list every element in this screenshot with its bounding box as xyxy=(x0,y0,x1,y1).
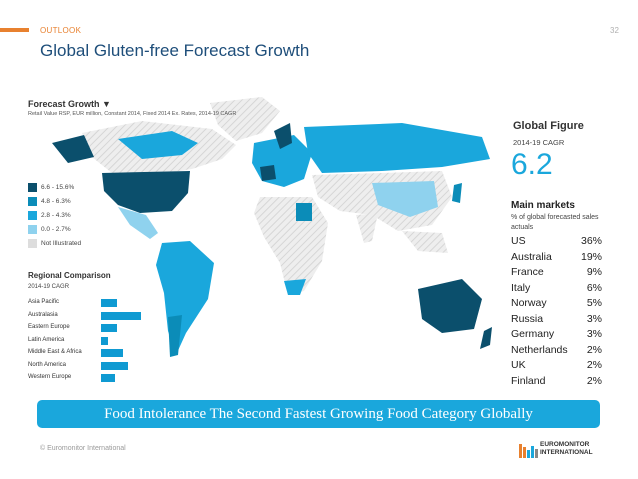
regional-label: Australasia xyxy=(28,311,58,318)
regional-bar xyxy=(101,299,118,307)
market-row: UK 2% xyxy=(511,359,602,371)
usa-shape xyxy=(102,171,190,213)
market-country: Finland xyxy=(511,374,546,387)
market-country: Norway xyxy=(511,297,547,309)
forecast-title[interactable]: Forecast Growth ▼ xyxy=(28,99,111,109)
argentina-shape xyxy=(168,315,182,357)
page-title: Global Gluten-free Forecast Growth xyxy=(40,41,310,60)
market-share: 3% xyxy=(586,328,602,340)
legend-item: 0.0 - 2.7% xyxy=(28,225,71,234)
legend-swatch xyxy=(28,225,37,234)
alaska-shape xyxy=(52,135,94,163)
market-share: 19% xyxy=(580,250,602,263)
section-label: OUTLOOK xyxy=(40,26,82,35)
market-share: 2% xyxy=(586,374,602,387)
footer-copyright: © Euromonitor International xyxy=(40,445,126,452)
main-markets-title: Main markets xyxy=(511,200,575,211)
global-figure-value: 6.2 xyxy=(511,148,553,181)
australia-shape xyxy=(418,279,482,333)
market-row: Germany 3% xyxy=(511,328,602,340)
market-country: Italy xyxy=(511,281,531,294)
legend-item: Not Illustrated xyxy=(28,239,81,248)
norway-shape xyxy=(274,123,292,149)
regional-label: North America xyxy=(28,361,67,368)
regional-title: Regional Comparison xyxy=(28,271,111,280)
market-share: 5% xyxy=(586,297,602,309)
china-shape xyxy=(372,181,438,217)
global-figure-subtitle: 2014-19 CAGR xyxy=(513,138,565,147)
market-row: Australia 19% xyxy=(511,251,602,263)
market-country: Germany xyxy=(511,328,555,340)
regional-label: Middle East & Africa xyxy=(28,349,82,355)
egypt-shape xyxy=(296,203,312,221)
market-row: Italy 6% xyxy=(511,282,602,294)
market-row: Russia 3% xyxy=(511,313,602,325)
africa-shape xyxy=(254,197,328,295)
page-number: 32 xyxy=(610,26,619,35)
mexico-shape xyxy=(118,207,158,239)
regional-label: Western Europe xyxy=(28,374,72,380)
global-figure-title: Global Figure xyxy=(513,120,584,132)
legend-swatch xyxy=(28,197,37,206)
regional-label: Eastern Europe xyxy=(28,324,70,330)
russia-shape xyxy=(304,123,490,173)
market-country: Russia xyxy=(511,312,544,325)
logo-text: EUROMONITOR INTERNATIONAL xyxy=(540,441,593,456)
regional-label: Asia Pacific xyxy=(28,299,60,305)
main-markets-subtitle: % of global forecasted sales actuals xyxy=(511,214,599,231)
regional-bar xyxy=(101,311,141,320)
euromonitor-logo xyxy=(519,444,538,458)
regional-bar xyxy=(101,361,128,370)
regional-subtitle: 2014-19 CAGR xyxy=(28,284,70,290)
market-row: US 36% xyxy=(511,235,602,247)
market-country: Australia xyxy=(511,250,552,263)
regional-bar xyxy=(101,349,123,357)
japan-shape xyxy=(452,183,462,203)
france-shape xyxy=(260,165,276,181)
legend-swatch xyxy=(28,239,37,248)
banner: Food Intolerance The Second Fastest Grow… xyxy=(37,400,600,428)
market-row: France 9% xyxy=(511,266,602,278)
legend-swatch xyxy=(28,183,37,192)
legend-item: 2.8 - 4.3% xyxy=(28,211,71,220)
regional-bar xyxy=(101,336,109,345)
market-share: 36% xyxy=(580,235,602,247)
market-row: Finland 2% xyxy=(511,375,602,387)
canada-east-shape xyxy=(118,131,198,159)
forecast-subtitle: Retail Value RSP, EUR million, Constant … xyxy=(28,111,237,117)
market-country: Netherlands xyxy=(511,343,568,356)
market-country: France xyxy=(511,266,544,278)
india-shape xyxy=(356,213,378,243)
world-map xyxy=(52,97,492,357)
market-share: 6% xyxy=(586,281,602,294)
market-share: 2% xyxy=(586,359,602,371)
legend-swatch xyxy=(28,211,37,220)
accent-bar xyxy=(0,28,29,32)
market-country: UK xyxy=(511,359,526,371)
new-zealand-shape xyxy=(480,327,492,349)
regional-label: Latin America xyxy=(28,336,65,343)
south-africa-shape xyxy=(284,279,306,295)
market-row: Norway 5% xyxy=(511,297,602,309)
regional-bar xyxy=(101,324,118,332)
se-asia-shape xyxy=(402,231,448,253)
legend-item: 6.6 - 15.6% xyxy=(28,183,74,192)
market-share: 3% xyxy=(586,312,602,325)
regional-bar xyxy=(101,374,116,382)
greenland-shape xyxy=(210,97,280,141)
market-share: 2% xyxy=(586,343,602,356)
market-share: 9% xyxy=(586,266,602,278)
legend-item: 4.8 - 6.3% xyxy=(28,197,71,206)
south-america-shape xyxy=(156,241,214,355)
market-row: Netherlands 2% xyxy=(511,344,602,356)
market-country: US xyxy=(511,235,526,247)
